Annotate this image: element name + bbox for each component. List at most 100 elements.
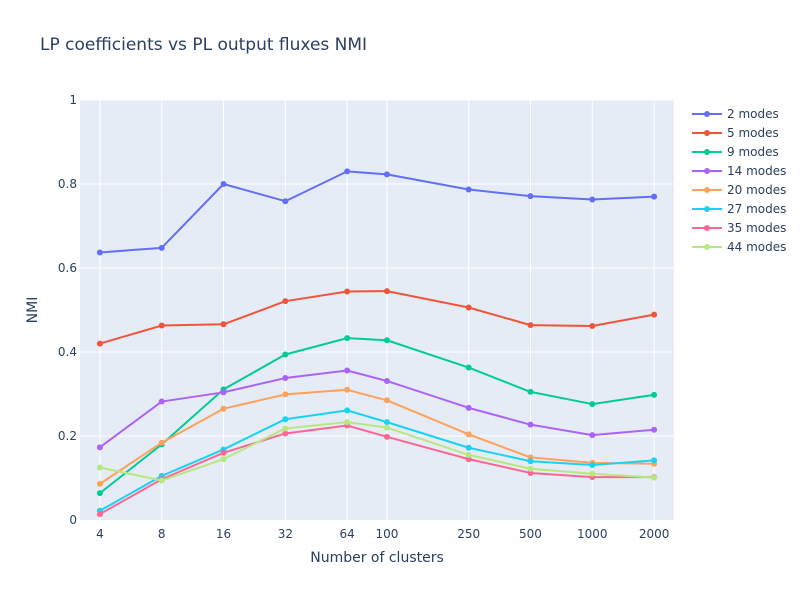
x-tick-label: 8 [158,527,166,541]
data-point [282,298,289,305]
data-point [220,449,227,456]
data-point [344,407,351,414]
legend-swatch-marker [704,168,710,174]
series-1 [96,288,658,347]
data-point [589,401,596,408]
x-axis-title: Number of clusters [310,550,444,566]
series-3 [96,367,658,451]
data-point [527,458,534,465]
data-point [465,451,472,458]
data-point [282,375,289,382]
data-point [527,469,534,476]
data-point [158,322,165,329]
legend-item[interactable]: 35 modes [692,221,786,235]
data-point [220,181,227,187]
chart-title: LP coefficients vs PL output fluxes NMI [40,35,367,55]
series-line [99,369,655,449]
data-point [383,171,390,178]
legend-swatch-marker [704,244,710,250]
legend-item[interactable]: 2 modes [692,107,779,121]
series-7 [96,419,658,484]
data-point [344,335,351,342]
data-point [465,431,472,438]
data-point [158,398,165,405]
legend-item[interactable]: 44 modes [692,240,786,254]
data-point [220,389,227,396]
data-point [465,444,472,451]
legend-label: 35 modes [727,221,786,235]
data-point [383,433,390,440]
series-line [99,290,655,345]
series-line [99,337,655,494]
data-point [589,322,596,329]
data-point [527,322,534,329]
legend-label: 27 modes [727,202,786,216]
legend-swatch-marker [704,206,710,212]
data-point [282,425,289,432]
data-point [465,456,472,463]
series-line [99,170,655,254]
data-point [158,439,165,446]
data-point [383,377,390,384]
data-point [96,464,103,471]
legend[interactable]: 2 modes 5 modes 9 modes 14 modes 20 modes 27 … [692,107,786,254]
x-tick-label: 500 [519,527,542,541]
legend-item[interactable]: 14 modes [692,164,786,178]
legend-item[interactable]: 9 modes [692,145,779,159]
data-point [96,511,103,518]
data-point [651,426,658,433]
legend-label: 2 modes [727,107,779,121]
data-point [282,198,289,205]
x-tick-label: 64 [340,527,355,541]
x-tick-label: 16 [216,527,231,541]
legend-label: 5 modes [727,126,779,140]
x-tick-label: 1000 [577,527,608,541]
data-point [282,351,289,358]
series-line [99,421,655,482]
series-0 [96,168,658,256]
y-tick-label: 0.4 [58,345,77,359]
y-tick-label: 0.8 [58,177,77,191]
legend-swatch-marker [704,187,710,193]
x-tick-label: 250 [457,527,480,541]
legend-swatch-marker [704,130,710,136]
data-point [465,404,472,411]
x-tick-label: 32 [278,527,293,541]
data-point [344,419,351,426]
legend-label: 20 modes [727,183,786,197]
legend-item[interactable]: 27 modes [692,202,786,216]
data-point [344,288,351,295]
data-point [344,367,351,374]
legend-item[interactable]: 20 modes [692,183,786,197]
series-layer [96,168,658,518]
series-line [99,409,655,512]
data-point [344,386,351,393]
data-point [344,168,351,175]
y-tick-label: 0 [69,513,77,527]
data-point [651,474,658,481]
series-4 [96,386,658,487]
data-point [96,444,103,451]
data-point [220,321,227,328]
data-point [282,430,289,437]
x-tick-label: 2000 [639,527,670,541]
y-tick-label: 0.2 [58,429,77,443]
legend-item[interactable]: 5 modes [692,126,779,140]
legend-swatch-marker [704,225,710,231]
x-tick-label: 4 [96,527,104,541]
data-point [96,490,103,497]
legend-label: 14 modes [727,164,786,178]
data-point [651,391,658,398]
data-point [383,424,390,431]
data-point [527,465,534,472]
x-tick-label: 100 [375,527,398,541]
plot-background [80,100,674,520]
data-point [589,432,596,439]
data-point [527,421,534,428]
grid [80,99,674,520]
series-line [99,424,655,515]
data-point [651,311,658,318]
data-point [651,193,658,200]
